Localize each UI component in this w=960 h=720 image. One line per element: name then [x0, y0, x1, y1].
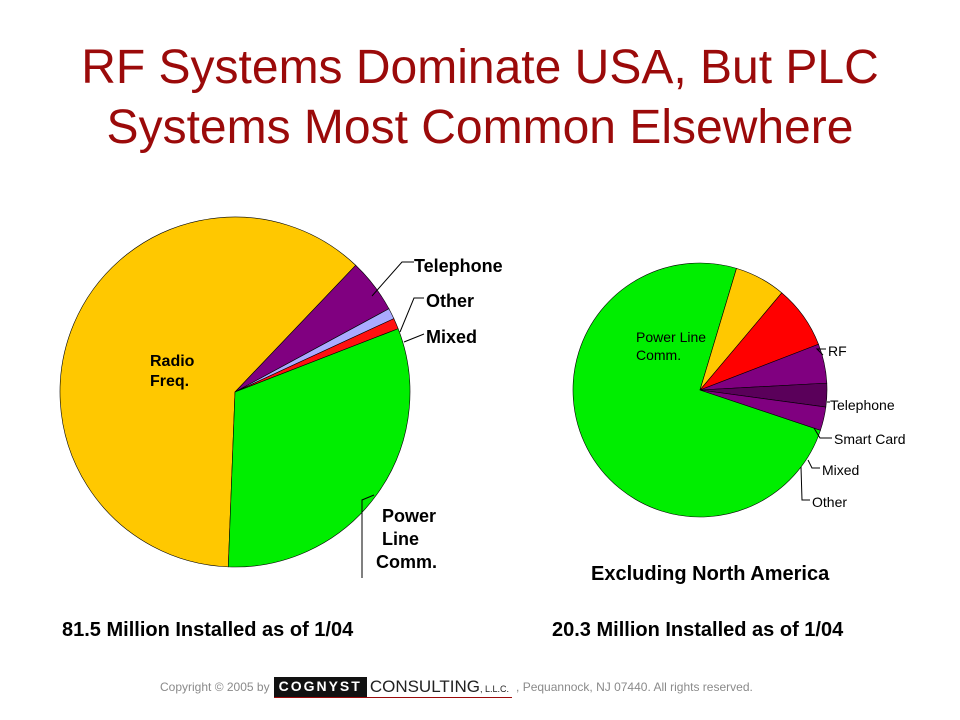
label-other-right: Other [812, 494, 847, 510]
leader-line-9 [800, 466, 810, 501]
slide-title-line-1: RF Systems Dominate USA, But PLC [81, 41, 879, 94]
pie-chart-usa [59, 216, 411, 568]
pie-intl-slice-other [699, 389, 827, 431]
leader-line-7 [813, 427, 832, 439]
pie-intl-slice-power-line-comm [572, 262, 821, 518]
leader-line-8 [807, 459, 820, 469]
pie-usa-slice-radio-freq [59, 216, 357, 568]
label-radio-freq-line-1: Radio [150, 353, 195, 370]
right-chart-caption: 20.3 Million Installed as of 1/04 [552, 619, 844, 641]
label-mixed-right: Mixed [822, 462, 859, 478]
slide-title-line-2: Systems Most Common Elsewhere [106, 101, 854, 154]
logo-llc: , L.L.C. [480, 683, 510, 694]
label-power-line-right-1: Power Line [636, 329, 706, 345]
leader-line-5 [815, 348, 826, 356]
copyright-prefix: Copyright © 2005 by [160, 680, 270, 694]
label-rf-right: RF [828, 343, 847, 359]
cognyst-logo: COGNYST CONSULTING, L.L.C. [273, 676, 513, 698]
leader-line-2 [399, 297, 424, 333]
pie-usa-slice-power-line-comm [227, 328, 411, 568]
label-other-left: Other [426, 291, 474, 311]
copyright-suffix: , Pequannock, NJ 07440. All rights reser… [516, 680, 753, 694]
right-chart-subtitle: Excluding North America [591, 563, 830, 585]
label-power-line-right-2: Comm. [636, 347, 681, 363]
logo-consulting: CONSULTING [369, 676, 481, 696]
label-mixed-left: Mixed [426, 327, 477, 347]
copyright-footer: Copyright © 2005 by COGNYST CONSULTING, … [160, 676, 753, 698]
logo-dark-text: COGNYST [273, 676, 367, 697]
label-telephone-left: Telephone [414, 256, 503, 276]
label-telephone-right: Telephone [830, 397, 895, 413]
leader-line-1 [371, 261, 414, 297]
label-smart-card-right: Smart Card [834, 431, 906, 447]
logo-light-text: CONSULTING, L.L.C. [367, 677, 512, 697]
pie-chart-excluding-north-america [572, 262, 828, 518]
slide-title: RF Systems Dominate USA, But PLC Systems… [0, 38, 960, 158]
label-power-line-left-3: Comm. [376, 552, 437, 572]
left-chart-caption: 81.5 Million Installed as of 1/04 [62, 619, 354, 641]
label-radio-freq-line-2: Freq. [150, 373, 189, 390]
leader-lines [361, 261, 832, 578]
leader-line-3 [403, 333, 425, 343]
label-power-line-left-1: Power [382, 506, 436, 526]
leader-line-4 [361, 494, 375, 578]
label-power-line-left-2: Line [382, 529, 419, 549]
